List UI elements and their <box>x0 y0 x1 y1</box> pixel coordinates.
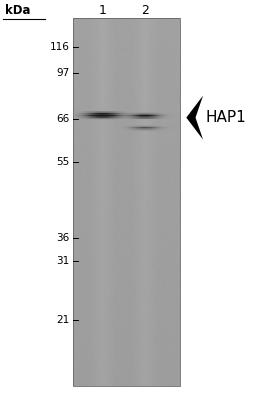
Text: 55: 55 <box>56 157 69 167</box>
Text: kDa: kDa <box>5 4 31 17</box>
Text: 31: 31 <box>56 256 69 266</box>
Text: 116: 116 <box>50 42 69 52</box>
Bar <box>73 18 180 386</box>
Text: 21: 21 <box>56 315 69 325</box>
Text: 97: 97 <box>56 68 69 78</box>
Text: 1: 1 <box>99 4 107 17</box>
Text: 66: 66 <box>56 114 69 124</box>
Text: 36: 36 <box>56 232 69 242</box>
Polygon shape <box>186 96 203 140</box>
Text: 2: 2 <box>141 4 149 17</box>
Text: HAP1: HAP1 <box>206 110 246 125</box>
